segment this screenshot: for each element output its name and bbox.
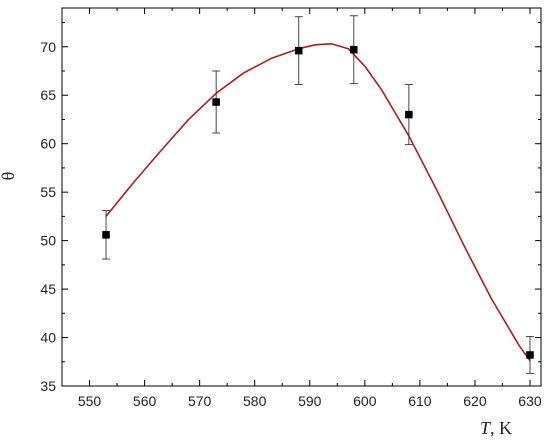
data-point (405, 110, 413, 119)
y-tick-label: 60 (40, 136, 56, 152)
y-tick-label: 55 (40, 184, 56, 200)
data-point (212, 98, 220, 106)
data-point (102, 231, 110, 239)
axes-layer (61, 7, 542, 387)
y-tick-label: 45 (40, 281, 56, 297)
y-tick-label: 65 (40, 87, 56, 103)
x-tick-label: 570 (188, 393, 212, 409)
y-tick-label: 40 (40, 330, 56, 346)
x-tick-label: 580 (243, 393, 267, 409)
x-tick-label: 620 (463, 393, 487, 409)
tick-label-layer: 550 560 570 580 590 600 610 620 630 35 40 45 50 55 60 6… (40, 39, 541, 409)
point-layer (102, 45, 534, 359)
x-axis-title-variable: T (480, 418, 492, 438)
y-tick-label: 70 (40, 39, 56, 55)
x-tick-label: 550 (78, 393, 102, 409)
curve-layer (105, 43, 531, 362)
plot-frame (61, 7, 542, 387)
errorbar-layer (102, 15, 534, 374)
data-point (350, 45, 358, 54)
x-tick-label: 590 (298, 393, 322, 409)
y-tick-label: 50 (40, 233, 56, 249)
y-tick-label: 35 (40, 378, 56, 394)
x-tick-label: 610 (408, 393, 432, 409)
x-axis-title: T, K (480, 418, 512, 438)
x-axis-title-unit: , K (490, 418, 512, 438)
x-tick-label: 600 (353, 393, 377, 409)
x-tick-label: 560 (133, 393, 157, 409)
x-tick-label: 630 (518, 393, 542, 409)
fit-curve (105, 43, 531, 362)
data-point (294, 46, 303, 55)
y-axis-title: θ (0, 172, 18, 181)
data-point (526, 351, 534, 359)
